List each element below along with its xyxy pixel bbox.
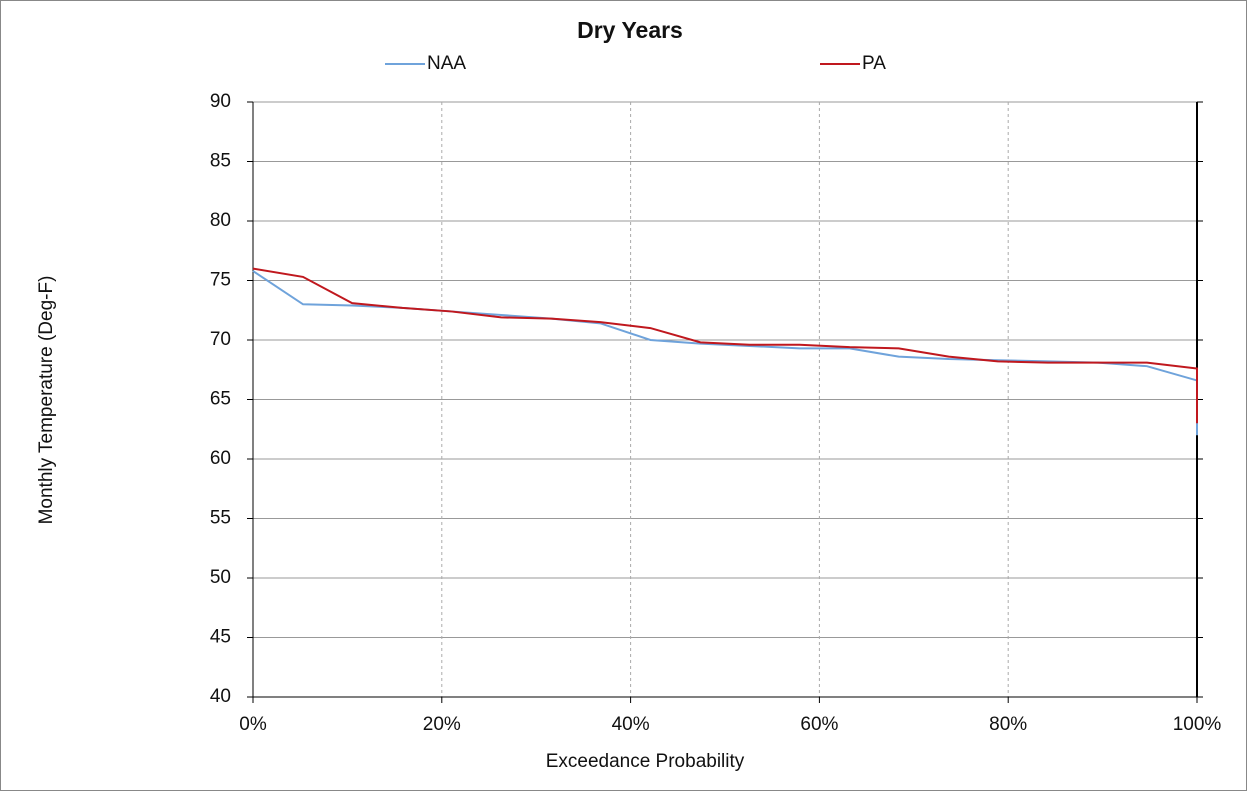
y-tick-label: 40 — [210, 686, 231, 707]
y-tick-label: 75 — [210, 270, 231, 291]
y-tick-label: 45 — [210, 627, 231, 648]
y-tick-label: 60 — [210, 448, 231, 469]
y-axis-label: Monthly Temperature (Deg-F) — [36, 276, 57, 525]
x-axis-label: Exceedance Probability — [546, 751, 745, 772]
y-tick-label: 55 — [210, 508, 231, 529]
chart-title: Dry Years — [577, 17, 683, 43]
x-tick-label: 100% — [1173, 714, 1222, 735]
y-tick-label: 65 — [210, 389, 231, 410]
y-tick-label: 90 — [210, 91, 231, 112]
y-tick-label: 50 — [210, 567, 231, 588]
y-tick-label: 80 — [210, 210, 231, 231]
x-tick-label: 0% — [239, 714, 267, 735]
x-tick-label: 20% — [423, 714, 461, 735]
x-tick-label: 80% — [989, 714, 1027, 735]
legend-label: PA — [862, 53, 886, 74]
x-tick-label: 40% — [612, 714, 650, 735]
legend-label: NAA — [427, 53, 466, 74]
y-tick-label: 70 — [210, 329, 231, 350]
data-line — [252, 267, 1198, 424]
x-tick-label: 60% — [800, 714, 838, 735]
y-tick-label: 85 — [210, 151, 231, 172]
data-line — [252, 270, 1198, 436]
